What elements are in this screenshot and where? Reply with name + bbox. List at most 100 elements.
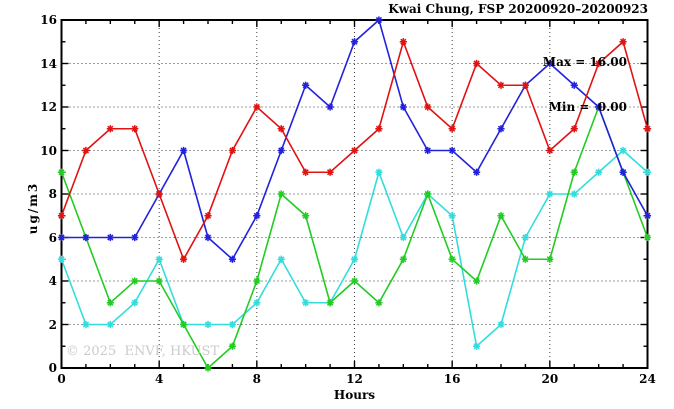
- data-point-marker: [106, 233, 114, 242]
- data-point-marker: [131, 233, 139, 242]
- data-point-marker: [57, 255, 66, 263]
- data-point-marker: [375, 299, 383, 307]
- data-point-marker: [570, 81, 578, 89]
- data-point-marker: [595, 168, 603, 176]
- data-point-marker: [497, 212, 505, 220]
- data-point-marker: [106, 299, 114, 307]
- x-tick-label: 4: [154, 372, 164, 386]
- data-point-marker: [399, 38, 407, 46]
- data-point-marker: [302, 81, 310, 89]
- y-tick-label: 12: [40, 100, 57, 114]
- data-point-marker: [277, 190, 285, 198]
- data-point-marker: [155, 190, 163, 198]
- data-point-marker: [326, 299, 334, 307]
- data-point-marker: [497, 320, 505, 329]
- data-point-marker: [106, 125, 114, 133]
- data-point-marker: [448, 125, 456, 133]
- data-point-marker: [131, 125, 139, 133]
- data-point-marker: [82, 233, 90, 242]
- data-point-marker: [277, 255, 285, 263]
- data-point-marker: [228, 255, 237, 263]
- data-point-marker: [302, 212, 310, 220]
- data-point-marker: [399, 255, 407, 263]
- data-point-marker: [228, 342, 237, 350]
- data-point-marker: [253, 277, 261, 285]
- data-point-marker: [204, 212, 212, 220]
- x-tick-label: 8: [252, 372, 261, 386]
- data-point-marker: [546, 146, 554, 155]
- data-point-marker: [424, 146, 432, 155]
- data-point-marker: [228, 146, 237, 155]
- data-point-marker: [179, 320, 188, 329]
- stats-box: Max = 16.00 Min = 0.00: [543, 25, 627, 145]
- data-point-marker: [521, 233, 530, 242]
- data-point-marker: [57, 233, 66, 242]
- y-tick-label: 0: [48, 361, 57, 375]
- y-tick-label: 6: [48, 230, 57, 245]
- x-tick-label: 16: [443, 372, 461, 386]
- data-point-marker: [643, 212, 652, 220]
- data-point-marker: [302, 299, 310, 307]
- data-point-marker: [643, 125, 652, 133]
- data-point-marker: [228, 320, 237, 329]
- data-point-marker: [472, 168, 481, 176]
- data-point-marker: [619, 168, 627, 176]
- series-green: [57, 103, 652, 372]
- data-point-marker: [399, 103, 407, 111]
- data-point-marker: [57, 168, 66, 176]
- data-point-marker: [204, 364, 212, 372]
- data-point-marker: [643, 233, 652, 242]
- data-point-marker: [350, 255, 359, 263]
- watermark: © 2025 ENVF, HKUST: [66, 344, 220, 359]
- data-point-marker: [350, 38, 359, 46]
- data-point-marker: [546, 190, 554, 198]
- data-point-marker: [399, 233, 407, 242]
- data-point-marker: [424, 190, 432, 198]
- data-point-marker: [448, 146, 456, 155]
- data-point-marker: [350, 277, 359, 285]
- data-point-marker: [277, 146, 285, 155]
- data-point-marker: [179, 255, 188, 263]
- data-point-marker: [570, 125, 578, 133]
- chart-title: Kwai Chung, FSP 20200920–20200923: [388, 2, 648, 16]
- y-tick-label: 10: [40, 143, 57, 158]
- data-point-marker: [497, 81, 505, 89]
- data-point-marker: [546, 59, 554, 68]
- data-point-marker: [82, 146, 90, 155]
- data-point-marker: [155, 277, 163, 285]
- data-point-marker: [302, 168, 310, 176]
- data-point-marker: [179, 146, 188, 155]
- data-point-marker: [570, 190, 578, 198]
- y-tick-label: 2: [48, 317, 57, 332]
- data-point-marker: [350, 146, 359, 155]
- data-point-marker: [253, 103, 261, 111]
- data-point-marker: [131, 299, 139, 307]
- data-point-marker: [204, 233, 212, 242]
- data-point-marker: [595, 59, 603, 68]
- data-point-marker: [595, 103, 603, 111]
- data-point-marker: [448, 212, 456, 220]
- data-point-marker: [424, 103, 432, 111]
- data-point-marker: [375, 16, 383, 24]
- y-tick-label: 8: [48, 187, 57, 201]
- data-point-marker: [155, 255, 163, 263]
- data-point-marker: [448, 255, 456, 263]
- data-point-marker: [106, 320, 114, 329]
- data-point-marker: [57, 212, 66, 220]
- x-tick-label: 20: [541, 372, 559, 386]
- x-axis-label: Hours: [333, 388, 376, 402]
- data-point-marker: [643, 168, 652, 176]
- data-point-marker: [326, 103, 334, 111]
- max-value-label: Max = 16.00: [542, 55, 627, 69]
- data-point-marker: [619, 146, 627, 155]
- data-point-marker: [570, 168, 578, 176]
- data-point-marker: [497, 125, 505, 133]
- data-point-marker: [472, 342, 481, 350]
- x-tick-label: 24: [639, 372, 656, 386]
- data-point-marker: [521, 81, 530, 89]
- data-point-marker: [472, 59, 481, 68]
- y-tick-label: 4: [48, 274, 57, 288]
- data-point-marker: [82, 320, 90, 329]
